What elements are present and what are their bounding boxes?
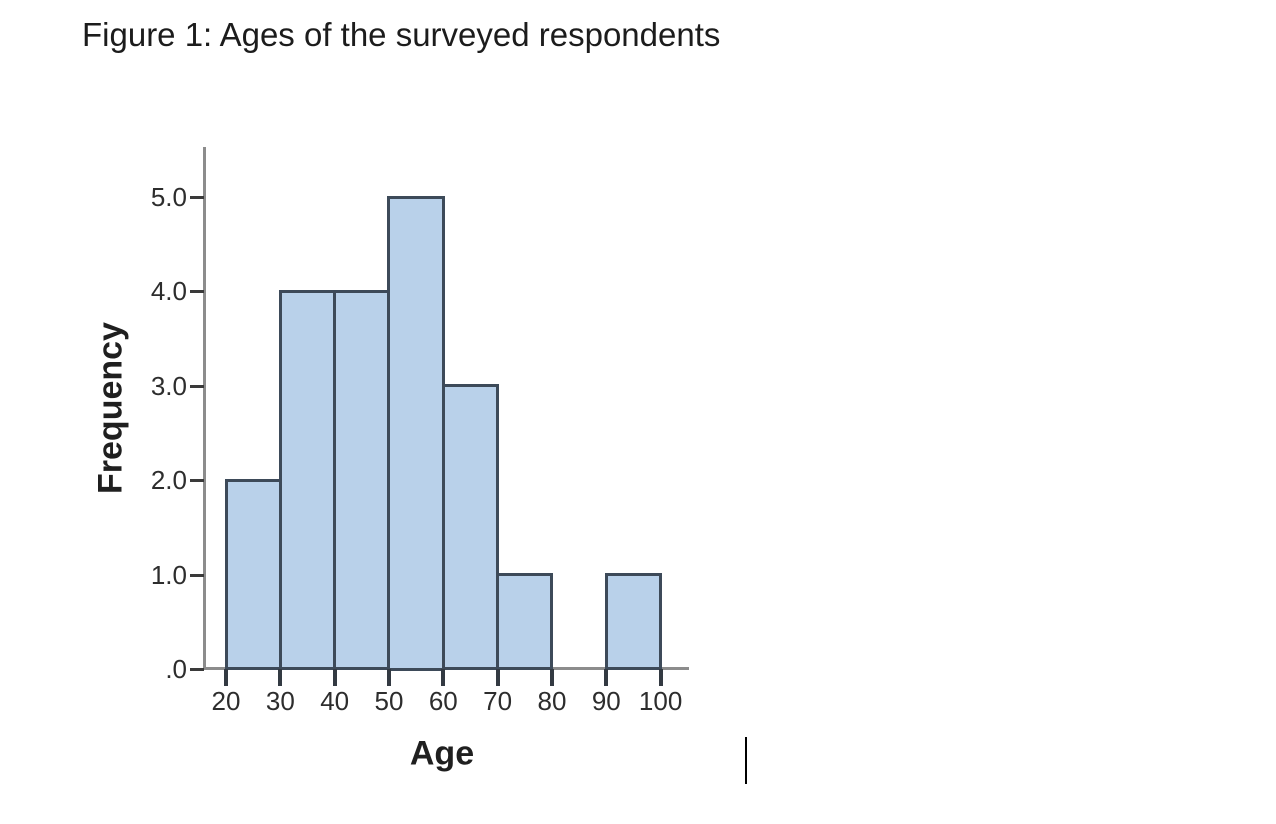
y-tick-label: .0: [165, 654, 187, 684]
y-tick-label: 4.0: [150, 276, 187, 307]
y-axis-tick: [190, 290, 204, 294]
x-tick-label: 30: [265, 686, 295, 716]
x-axis-tick: [278, 669, 283, 686]
x-tick-label: 90: [591, 686, 621, 716]
figure-caption: Figure 1: Ages of the surveyed responden…: [82, 16, 721, 53]
x-axis-tick: [658, 669, 663, 686]
x-axis-tick: [549, 669, 554, 686]
histogram-bar: [604, 573, 663, 671]
x-tick-label: 80: [537, 686, 567, 716]
y-axis-tick: [190, 384, 204, 388]
y-tick-label: 3.0: [150, 370, 187, 401]
histogram-bar: [387, 195, 445, 671]
x-tick-label: 20: [211, 686, 241, 716]
x-axis-title: Age: [409, 734, 475, 773]
y-tick-label: 5.0: [150, 182, 187, 212]
y-axis-tick: [190, 196, 204, 199]
histogram-bar: [278, 289, 337, 671]
y-axis-title: Frequency: [91, 322, 130, 494]
histogram-bar: [496, 573, 554, 671]
x-axis-tick: [386, 669, 391, 686]
x-tick-label: 40: [320, 686, 350, 716]
x-axis-tick: [224, 669, 228, 686]
y-axis-tick: [190, 668, 204, 671]
histogram-bar: [441, 384, 500, 671]
x-axis-tick: [604, 669, 609, 686]
x-tick-label: 100: [638, 686, 683, 716]
y-axis-line: [203, 147, 206, 670]
y-tick-label: 2.0: [150, 465, 187, 496]
x-tick-label: 70: [483, 686, 513, 716]
x-tick-label: 50: [374, 686, 404, 716]
histogram-bar: [224, 478, 282, 671]
histogram-bar: [333, 289, 391, 671]
x-axis-tick: [495, 669, 500, 686]
y-axis-tick: [190, 573, 204, 577]
x-axis-tick: [441, 669, 446, 686]
x-axis-tick: [332, 669, 337, 686]
text-cursor: [745, 737, 747, 784]
x-tick-label: 60: [428, 686, 458, 716]
y-axis-tick: [190, 479, 204, 483]
y-tick-label: 1.0: [150, 559, 187, 590]
